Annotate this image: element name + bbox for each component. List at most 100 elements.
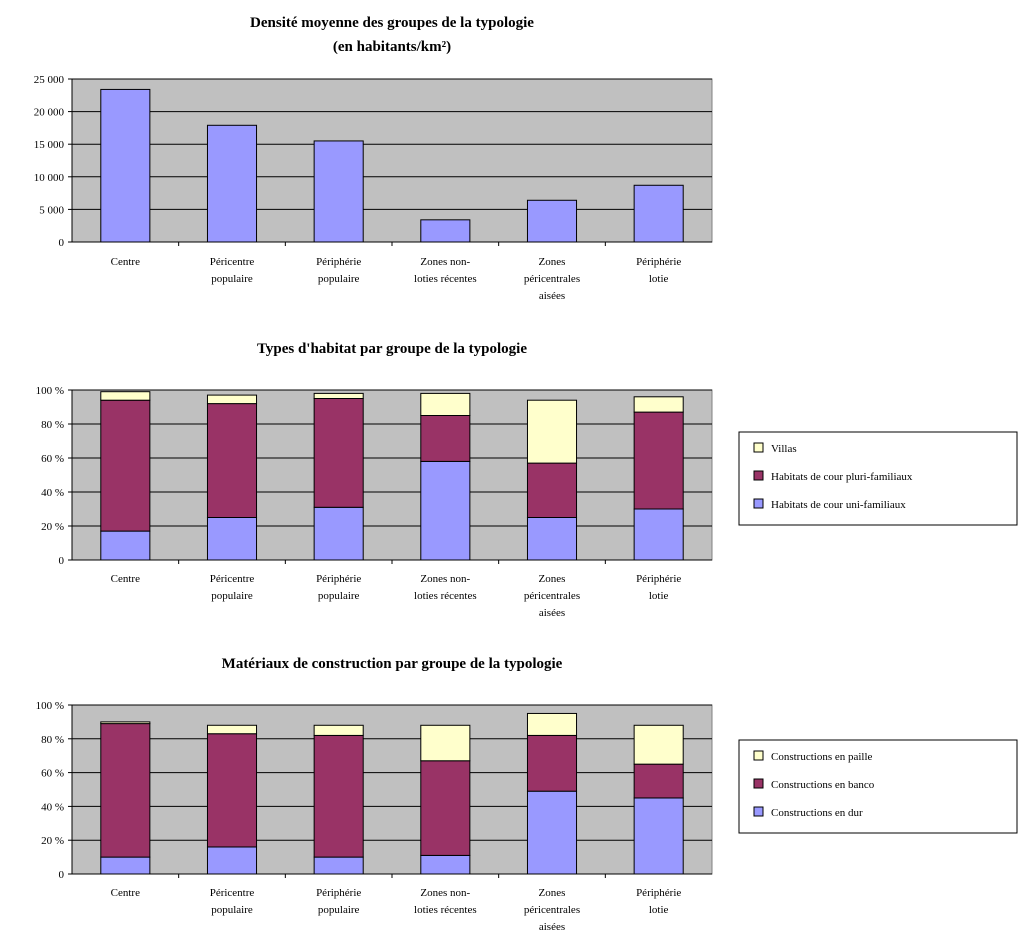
chart2-legend-swatch-2 bbox=[753, 470, 764, 481]
chart2-bar-s3-c6 bbox=[633, 396, 684, 413]
chart3-legend-label-2: Constructions en banco bbox=[771, 779, 875, 791]
chart3-bar-s3-c1 bbox=[100, 721, 151, 725]
chart2-legend-swatch-1 bbox=[753, 442, 764, 453]
chart2-ytick-label-0: 0 bbox=[59, 555, 65, 567]
chart3-category-label-2-line-1: Péricentre bbox=[210, 887, 255, 899]
chart2-bar-s3-c1 bbox=[100, 391, 151, 401]
chart3-ytick-label-1: 20 % bbox=[41, 835, 64, 847]
chart2-bar-s1-c1 bbox=[100, 530, 151, 561]
chart3-bar-s1-c2 bbox=[206, 846, 258, 875]
chart2-bar-s3-c5 bbox=[526, 399, 578, 464]
chart3-bar-s3-c4 bbox=[420, 724, 471, 762]
chart1-bar-s1-c4 bbox=[420, 219, 471, 243]
chart3-category-label-5-line-1: Zones bbox=[539, 887, 566, 899]
chart1-category-label-2-line-1: Péricentre bbox=[210, 256, 255, 268]
chart3-ytick-label-4: 80 % bbox=[41, 734, 64, 746]
chart2-category-label-4-line-2: loties récentes bbox=[414, 590, 477, 602]
chart2-ytick-label-1: 20 % bbox=[41, 521, 64, 533]
chart3-ytick-label-5: 100 % bbox=[36, 700, 64, 712]
chart2-bar-s1-c5 bbox=[526, 517, 578, 561]
chart2-category-label-3-line-2: populaire bbox=[318, 590, 360, 602]
chart3-category-label-5-line-2: péricentrales bbox=[524, 904, 580, 916]
chart2-category-label-6-line-2: lotie bbox=[649, 590, 669, 602]
chart3-bar-s3-c3 bbox=[313, 724, 364, 736]
chart1-title-line-1: Densité moyenne des groupes de la typolo… bbox=[250, 15, 534, 31]
chart2-bar-s1-c4 bbox=[420, 460, 471, 561]
chart2-bar-s2-c5 bbox=[526, 462, 578, 519]
chart1-category-label-1-line-1: Centre bbox=[111, 256, 140, 268]
chart3-plot-area bbox=[71, 704, 713, 875]
chart1-category-label-4-line-1: Zones non- bbox=[420, 256, 470, 268]
chart2-ytick-label-2: 40 % bbox=[41, 487, 64, 499]
chart1-ytick-label-0: 0 bbox=[59, 237, 65, 249]
chart2-plot-area bbox=[71, 389, 713, 561]
chart3-legend-label-3: Constructions en dur bbox=[771, 807, 863, 819]
chart3-bar-s3-c5 bbox=[526, 712, 578, 736]
chart1-bar-s1-c1 bbox=[100, 88, 151, 243]
chart1-bar-s1-c3 bbox=[313, 140, 364, 243]
chart3-category-label-5-line-3: aisées bbox=[539, 921, 565, 933]
chart2-category-label-5-line-1: Zones bbox=[539, 573, 566, 585]
chart3-category-label-4-line-2: loties récentes bbox=[414, 904, 477, 916]
chart2-category-label-1-line-1: Centre bbox=[111, 573, 140, 585]
chart3-ytick-label-0: 0 bbox=[59, 869, 65, 881]
chart1-category-label-4-line-2: loties récentes bbox=[414, 273, 477, 285]
chart3-bar-s1-c5 bbox=[526, 790, 578, 875]
chart2-ytick-label-3: 60 % bbox=[41, 453, 64, 465]
chart3-category-label-6-line-2: lotie bbox=[649, 904, 669, 916]
chart1-category-label-2-line-2: populaire bbox=[211, 273, 253, 285]
chart1-ytick-label-5: 25 000 bbox=[34, 74, 65, 86]
chart3-title-line-1: Matériaux de construction par groupe de … bbox=[222, 656, 563, 672]
chart1-category-label-3-line-2: populaire bbox=[318, 273, 360, 285]
chart2-category-label-4-line-1: Zones non- bbox=[420, 573, 470, 585]
chart3-bar-s1-c4 bbox=[420, 854, 471, 875]
chart1-bar-s1-c5 bbox=[526, 199, 578, 243]
chart2-ytick-label-5: 100 % bbox=[36, 385, 64, 397]
chart2-legend-box bbox=[738, 431, 1018, 526]
chart2-legend-swatch-3 bbox=[753, 498, 764, 509]
chart3-bar-s3-c6 bbox=[633, 724, 684, 765]
chart2-bar-s1-c2 bbox=[206, 517, 258, 561]
chart2-bar-s2-c1 bbox=[100, 399, 151, 532]
chart3-ytick-label-2: 40 % bbox=[41, 801, 64, 813]
chart2-bar-s2-c6 bbox=[633, 411, 684, 510]
chart2-bar-s3-c3 bbox=[313, 392, 364, 399]
chart1-ytick-label-2: 10 000 bbox=[34, 172, 65, 184]
chart2-legend-label-1: Villas bbox=[771, 443, 797, 455]
chart1-category-label-5-line-2: péricentrales bbox=[524, 273, 580, 285]
chart3-legend-swatch-2 bbox=[753, 778, 764, 789]
chart3-category-label-6-line-1: Périphérie bbox=[636, 887, 681, 899]
chart1-category-label-6-line-2: lotie bbox=[649, 273, 669, 285]
chart1-category-label-3-line-1: Périphérie bbox=[316, 256, 361, 268]
chart2-bar-s2-c3 bbox=[313, 398, 364, 508]
chart1-ytick-label-1: 5 000 bbox=[39, 204, 64, 216]
chart3-bar-s2-c6 bbox=[633, 763, 684, 799]
chart2-category-label-2-line-2: populaire bbox=[211, 590, 253, 602]
chart3-legend-swatch-3 bbox=[753, 806, 764, 817]
chart3-ytick-label-3: 60 % bbox=[41, 768, 64, 780]
chart1-category-label-5-line-1: Zones bbox=[539, 256, 566, 268]
chart3-legend-box bbox=[738, 739, 1018, 834]
chart2-legend-label-2: Habitats de cour pluri-familiaux bbox=[771, 471, 913, 483]
chart2-category-label-5-line-3: aisées bbox=[539, 607, 565, 619]
chart2-bar-s2-c4 bbox=[420, 415, 471, 462]
chart2-title-line-1: Types d'habitat par groupe de la typolog… bbox=[257, 341, 527, 357]
chart2-legend-label-3: Habitats de cour uni-familiaux bbox=[771, 499, 906, 511]
chart3-bar-s2-c1 bbox=[100, 723, 151, 858]
chart3-bar-s2-c5 bbox=[526, 734, 578, 792]
chart3-legend-swatch-1 bbox=[753, 750, 764, 761]
chart3-category-label-4-line-1: Zones non- bbox=[420, 887, 470, 899]
chart1-title-line-2: (en habitants/km²) bbox=[333, 39, 451, 55]
chart2-category-label-3-line-1: Périphérie bbox=[316, 573, 361, 585]
chart2-bar-s1-c6 bbox=[633, 508, 684, 561]
chart2-bar-s3-c4 bbox=[420, 392, 471, 416]
chart3-category-label-2-line-2: populaire bbox=[211, 904, 253, 916]
chart3-category-label-3-line-1: Périphérie bbox=[316, 887, 361, 899]
chart3-category-label-1-line-1: Centre bbox=[111, 887, 140, 899]
chart3-category-label-3-line-2: populaire bbox=[318, 904, 360, 916]
chart3-bar-s2-c4 bbox=[420, 760, 471, 856]
chart1-ytick-label-4: 20 000 bbox=[34, 107, 65, 119]
chart3-legend-label-1: Constructions en paille bbox=[771, 751, 873, 763]
